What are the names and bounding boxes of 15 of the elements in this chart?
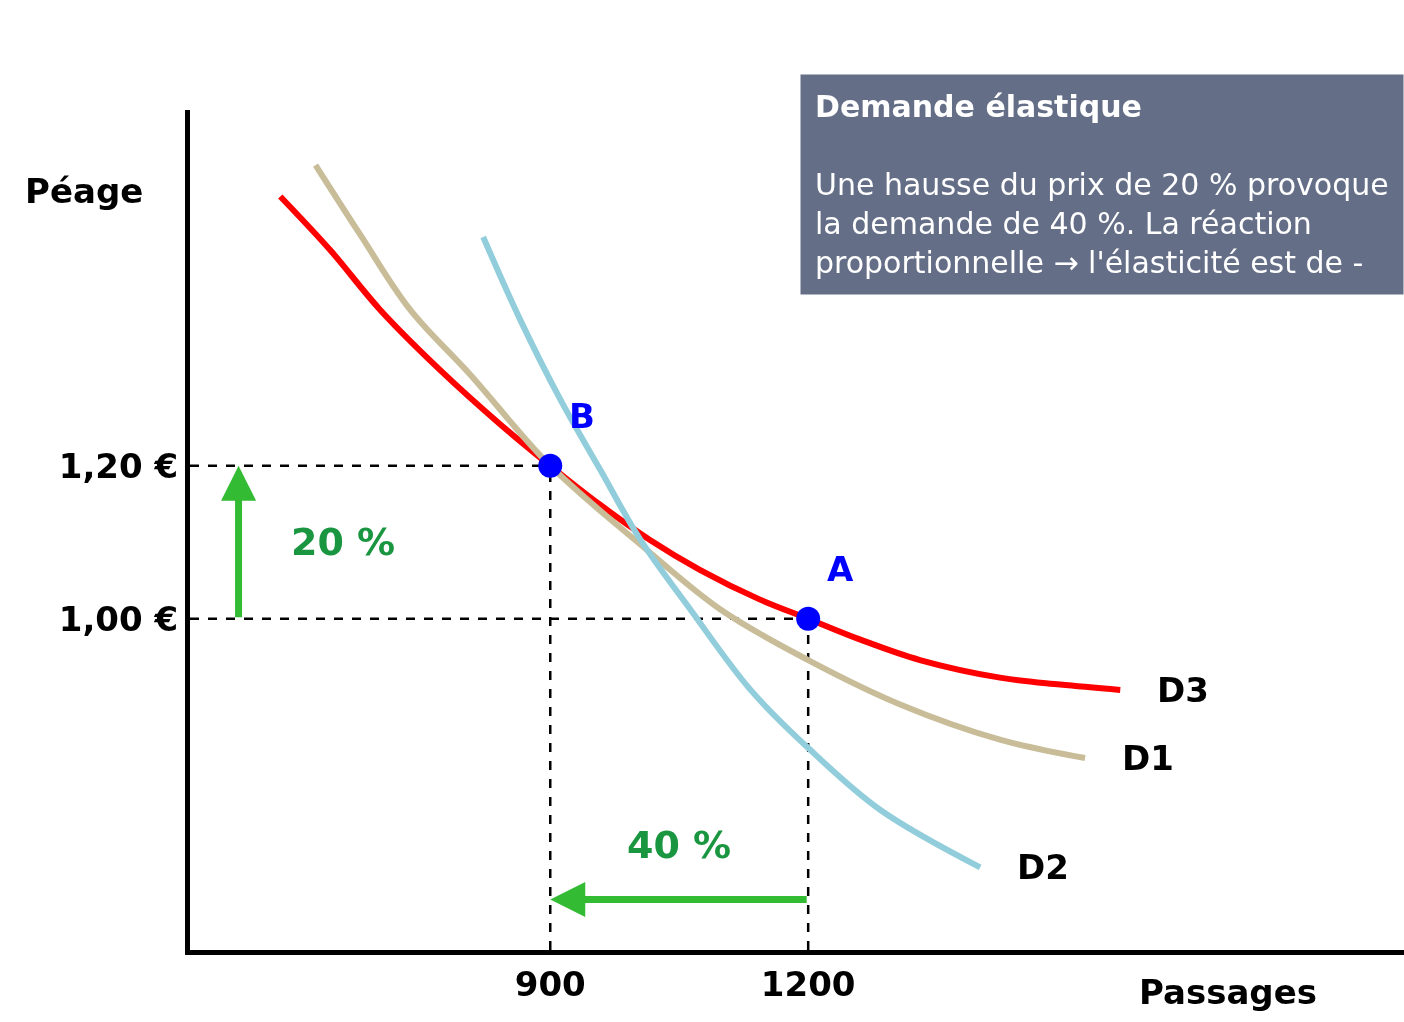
series-label: D2 xyxy=(1017,847,1069,887)
annotation: 20 % xyxy=(291,520,396,564)
annotation: A xyxy=(827,549,854,589)
series-label: D3 xyxy=(1157,670,1209,710)
annotation: 40 % xyxy=(627,823,732,867)
y-axis-title: Péage xyxy=(25,171,144,211)
x-axis-title: Passages xyxy=(1139,972,1318,1012)
series-label: D1 xyxy=(1122,738,1174,778)
annotation: B xyxy=(569,396,595,436)
x-tick-label: 900 xyxy=(514,963,586,1004)
x-tick-label: 1200 xyxy=(760,963,856,1004)
y-tick-label: 1,20 € xyxy=(58,445,179,486)
text: Une hausse du prix de 20 % provoque la demande de 40 %. La réaction proportionnelle → l'élasticité est de - xyxy=(815,167,1389,280)
chart-title: Demande élastique xyxy=(815,89,1142,124)
y-tick-label: 1,00 € xyxy=(58,598,179,639)
